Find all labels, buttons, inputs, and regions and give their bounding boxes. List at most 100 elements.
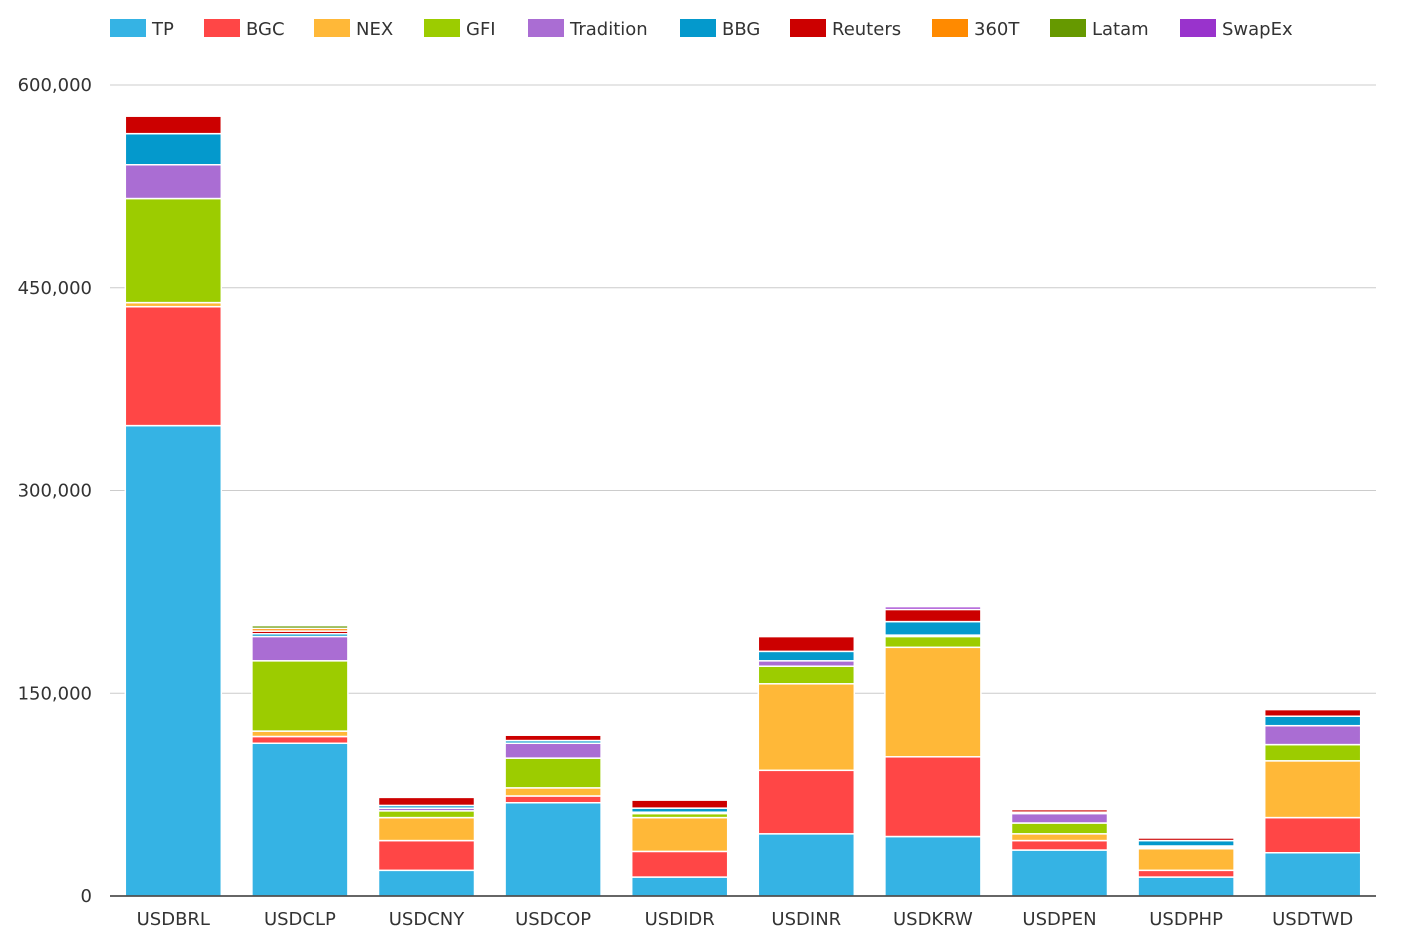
legend-label-latam[interactable]: Latam <box>1092 19 1149 40</box>
bar-segment-usdidr-swapex[interactable] <box>630 797 729 801</box>
legend-label-bgc[interactable]: BGC <box>246 19 285 40</box>
legend-label-reuters[interactable]: Reuters <box>832 19 901 40</box>
legend-swatch-latam[interactable] <box>1050 19 1086 37</box>
bar-segment-usdcop-swapex[interactable] <box>504 730 602 734</box>
bar-segment-usdphp-bbg[interactable] <box>1137 839 1235 847</box>
legend-swatch-360t[interactable] <box>932 19 968 37</box>
bar-segment-usdclp-nex[interactable] <box>251 730 349 738</box>
legend-swatch-swapex[interactable] <box>1180 19 1216 37</box>
bar-segment-usdpen-gfi[interactable] <box>1010 822 1109 835</box>
bar-segment-usdbrl-latam[interactable] <box>124 112 223 116</box>
legend-swatch-nex[interactable] <box>314 19 350 37</box>
bar-segment-usdidr-tp[interactable] <box>630 876 729 897</box>
bar-segment-usdcop-tradition[interactable] <box>504 742 602 759</box>
bar-segment-usdkrw-bgc[interactable] <box>884 756 982 838</box>
legend-label-swapex[interactable]: SwapEx <box>1222 19 1293 40</box>
bar-segment-usdtwd-reuters[interactable] <box>1263 708 1362 717</box>
bar-segment-usdinr-nex[interactable] <box>757 683 856 772</box>
x-tick-label-usdcop: USDCOP <box>515 909 591 930</box>
bar-segment-usdcop-tp[interactable] <box>504 801 602 897</box>
bar-segment-usdcny-tp[interactable] <box>377 869 476 897</box>
legend-swatch-bbg[interactable] <box>680 19 716 37</box>
legend-swatch-tp[interactable] <box>110 19 146 37</box>
bar-segment-usdkrw-nex[interactable] <box>884 646 982 758</box>
legend-label-tradition[interactable]: Tradition <box>569 19 648 40</box>
legend: TP BGC NEX GFI Tradition BBG Reuters 360T Latam S… <box>110 19 1293 40</box>
legend-swatch-bgc[interactable] <box>204 19 240 37</box>
bar-segment-usdidr-reuters[interactable] <box>630 799 729 809</box>
bar-segment-usdcny-swapex[interactable] <box>377 795 476 799</box>
bar-segment-usdbrl-gfi[interactable] <box>124 197 223 304</box>
bar-segment-usdpen-tp[interactable] <box>1010 849 1109 897</box>
bar-segment-usdphp-tp[interactable] <box>1137 876 1235 897</box>
x-tick-label-usdpen: USDPEN <box>1022 909 1096 930</box>
bar-segment-usdcny-nex[interactable] <box>377 816 476 842</box>
bar-segment-usdcop-bgc[interactable] <box>504 795 602 804</box>
legend-label-nex[interactable]: NEX <box>356 19 393 40</box>
bar-segment-usdcop-nex[interactable] <box>504 787 602 797</box>
bar-segment-usdcny-bgc[interactable] <box>377 839 476 872</box>
bar-segment-usdinr-tradition[interactable] <box>757 660 856 667</box>
bar-segment-usdpen-bgc[interactable] <box>1010 839 1109 851</box>
bar-segment-usdkrw-reuters[interactable] <box>884 608 982 623</box>
bar-segment-usdtwd-swapex[interactable] <box>1263 706 1362 709</box>
bar-segment-usdbrl-tradition[interactable] <box>124 163 223 200</box>
bar-segment-usdcop-gfi[interactable] <box>504 757 602 789</box>
bar-segment-usdidr-bgc[interactable] <box>630 850 729 878</box>
legend-label-bbg[interactable]: BBG <box>722 19 760 40</box>
bar-segment-usdclp-gfi[interactable] <box>251 660 349 732</box>
bar-segment-usdclp-tradition[interactable] <box>251 635 349 662</box>
legend-label-tp[interactable]: TP <box>151 19 174 40</box>
bar-segment-usdbrl-tp[interactable] <box>124 424 223 897</box>
y-tick-label: 450,000 <box>18 278 92 299</box>
bar-segment-usdidr-nex[interactable] <box>630 816 729 853</box>
bar-segment-usdpen-swapex[interactable] <box>1010 806 1109 809</box>
bar-segment-usdcop-reuters[interactable] <box>504 734 602 742</box>
bar-segment-usdbrl-bgc[interactable] <box>124 305 223 427</box>
bar-segment-usdcny-reuters[interactable] <box>377 796 476 807</box>
bar-segment-usdphp-swapex[interactable] <box>1137 834 1235 838</box>
bar-segment-usdkrw-tp[interactable] <box>884 835 982 897</box>
bar-segment-usdtwd-bgc[interactable] <box>1263 816 1362 854</box>
x-tick-label-usdtwd: USDTWD <box>1272 909 1353 930</box>
y-tick-label: 150,000 <box>18 683 92 704</box>
bar-segment-usdbrl-reuters[interactable] <box>124 115 223 135</box>
bar-segment-usdkrw-gfi[interactable] <box>884 635 982 649</box>
bar-segment-usdkrw-swapex[interactable] <box>884 605 982 611</box>
legend-swatch-tradition[interactable] <box>528 19 564 37</box>
legend-label-gfi[interactable]: GFI <box>466 19 496 40</box>
bar-segment-usdcny-gfi[interactable] <box>377 810 476 819</box>
y-tick-label: 600,000 <box>18 75 92 96</box>
bar-segment-usdtwd-tp[interactable] <box>1263 851 1362 897</box>
bar-segment-usdphp-nex[interactable] <box>1137 847 1235 872</box>
bar-segment-usdinr-tp[interactable] <box>757 833 856 897</box>
bar-segment-usdclp-latam[interactable] <box>251 624 349 630</box>
bar-segment-usdinr-reuters[interactable] <box>757 635 856 653</box>
x-tick-label-usdbrl: USDBRL <box>137 909 210 930</box>
bar-segment-usdinr-bbg[interactable] <box>757 650 856 662</box>
bar-segment-usdbrl-bbg[interactable] <box>124 132 223 166</box>
bar-segment-usdtwd-nex[interactable] <box>1263 760 1362 819</box>
legend-swatch-gfi[interactable] <box>424 19 460 37</box>
x-tick-label-usdphp: USDPHP <box>1149 909 1223 930</box>
bar-segment-usdtwd-gfi[interactable] <box>1263 743 1362 762</box>
bar-segment-usdclp-bgc[interactable] <box>251 735 349 745</box>
x-tick-label-usdidr: USDIDR <box>645 909 715 930</box>
bar-segment-usdtwd-tradition[interactable] <box>1263 724 1362 746</box>
bar-segment-usdclp-tp[interactable] <box>251 742 349 897</box>
bar-segment-usdkrw-bbg[interactable] <box>884 620 982 636</box>
bar-segment-usdinr-gfi[interactable] <box>757 665 856 685</box>
bar-segment-usdtwd-bbg[interactable] <box>1263 715 1362 727</box>
bar-segment-usdphp-bgc[interactable] <box>1137 869 1235 878</box>
legend-label-360t[interactable]: 360T <box>974 19 1020 40</box>
bar-segment-usdinr-bgc[interactable] <box>757 769 856 835</box>
bar-segment-usdpen-nex[interactable] <box>1010 833 1109 842</box>
x-tick-label-usdclp: USDCLP <box>264 909 336 930</box>
bar-segment-usdinr-swapex[interactable] <box>757 633 856 636</box>
x-tick-label-usdkrw: USDKRW <box>893 909 973 930</box>
bar-segment-usdpen-tradition[interactable] <box>1010 812 1109 824</box>
legend-swatch-reuters[interactable] <box>790 19 826 37</box>
x-axis-ticks: USDBRL USDCLP USDCNY USDCOP USDIDR USDINR USDK… <box>137 909 1354 930</box>
